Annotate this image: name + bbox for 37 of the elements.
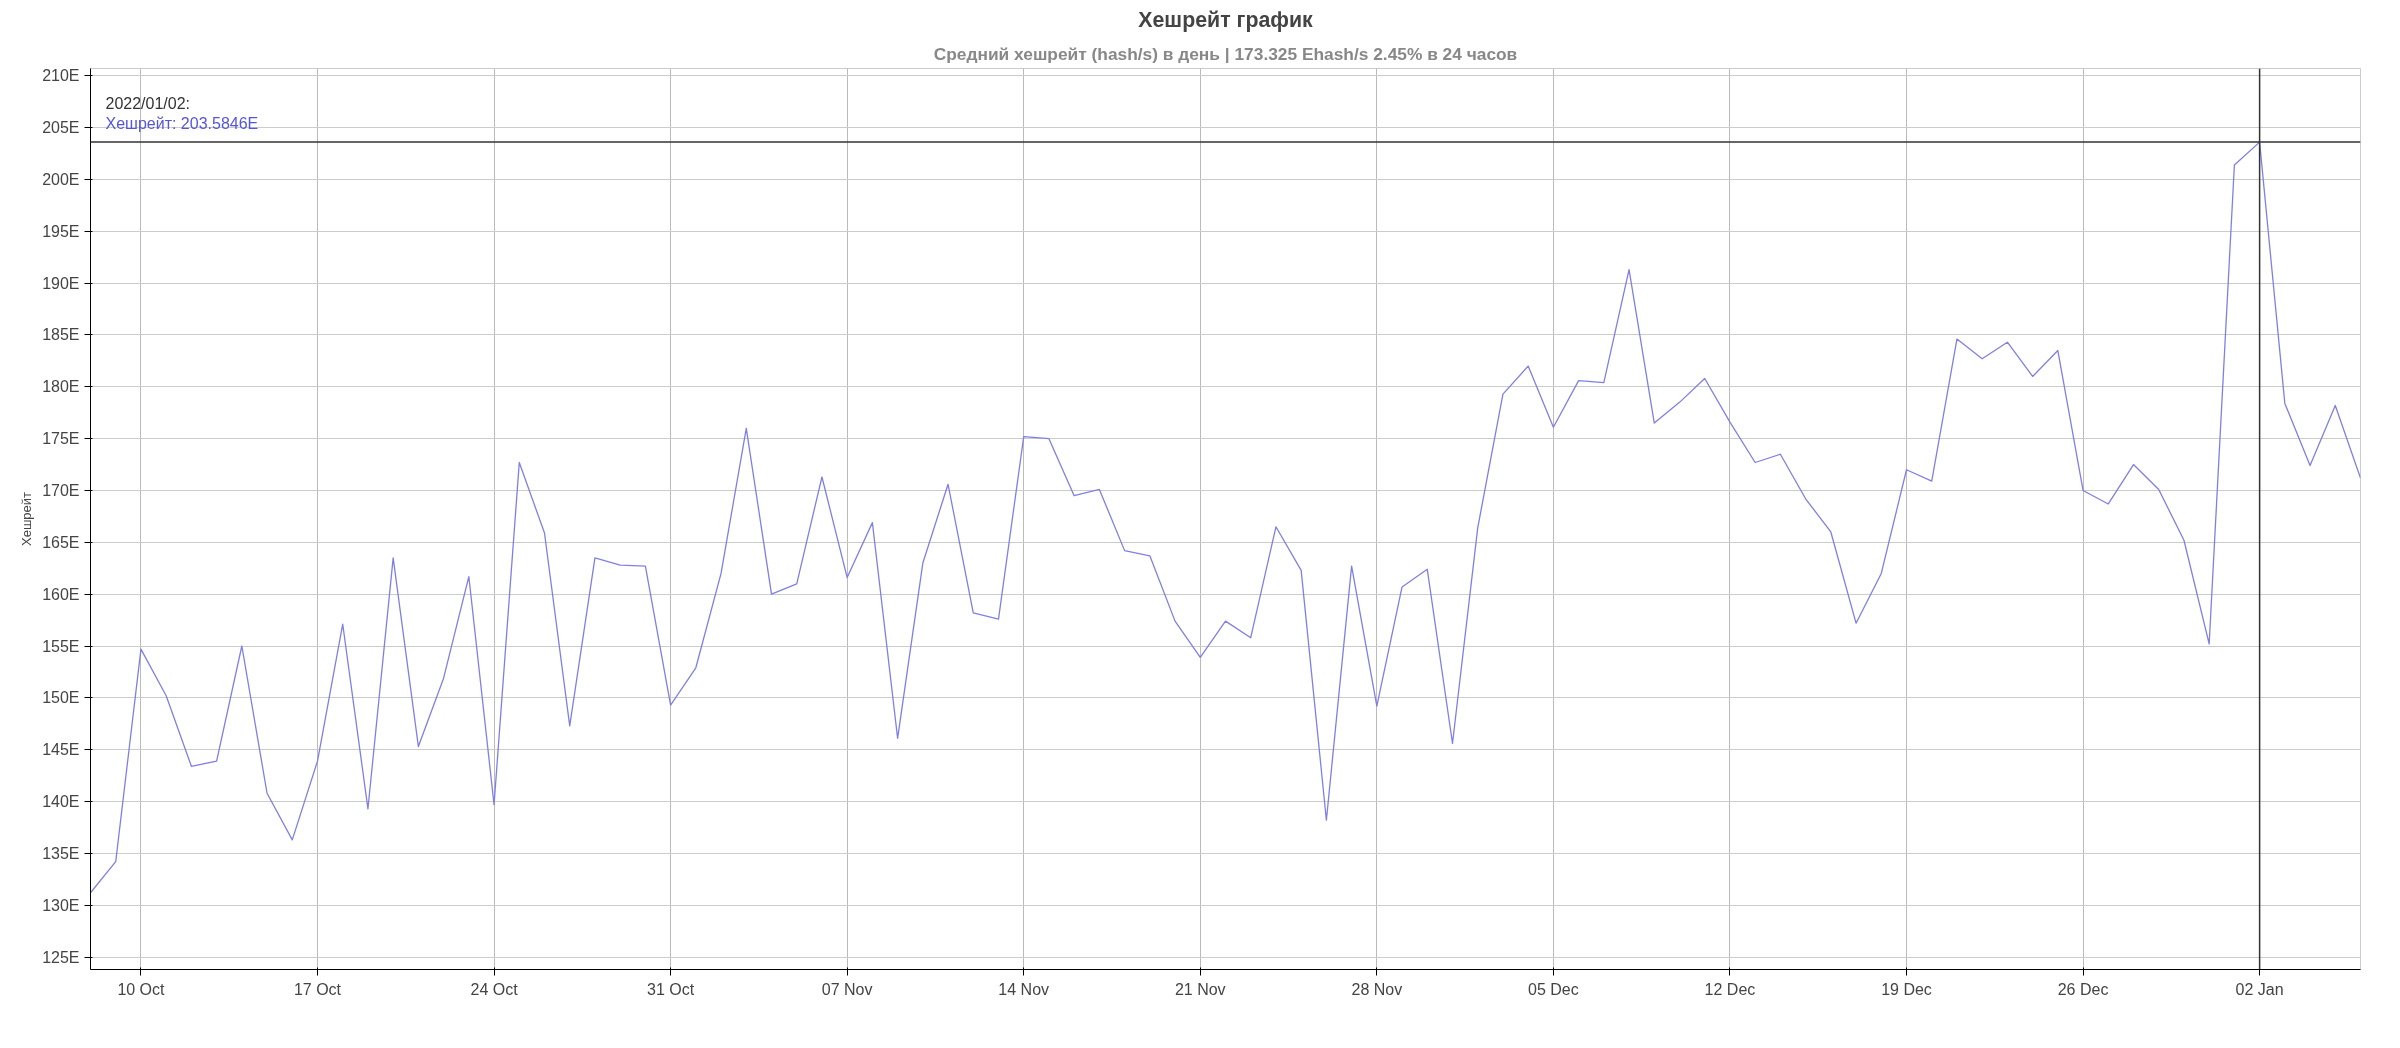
chart-title: Хешрейт график <box>1138 7 1314 32</box>
y-tick-label: 150E <box>42 689 80 707</box>
x-tick-label: 14 Nov <box>998 980 1050 998</box>
y-tick-label: 170E <box>42 481 80 499</box>
y-tick-label: 155E <box>42 637 80 655</box>
x-tick-label: 12 Dec <box>1704 980 1756 998</box>
x-tick-label: 19 Dec <box>1881 980 1932 998</box>
y-tick-label: 195E <box>42 222 80 240</box>
y-tick-label: 205E <box>42 119 80 137</box>
y-tick-label: 165E <box>42 533 80 551</box>
x-tick-label: 05 Dec <box>1528 980 1579 998</box>
annotation: 2022/01/02: <box>105 95 191 112</box>
y-tick-label: 190E <box>42 274 80 292</box>
y-axis-title: Хешрейт <box>19 491 35 546</box>
chart-subtitle: Средний хешрейт (hash/s) в день | 173.325 Ehash/s 2.45% в 24 часов <box>933 43 1518 64</box>
y-tick-label: 160E <box>42 585 80 603</box>
y-tick-label: 140E <box>42 793 80 811</box>
y-tick-label: 200E <box>42 170 80 188</box>
x-tick-label: 07 Nov <box>821 980 873 998</box>
y-tick-label: 210E <box>42 67 80 85</box>
line-series <box>90 141 2361 894</box>
x-tick-label: 26 Dec <box>2057 980 2109 998</box>
y-tick-label: 125E <box>42 948 80 966</box>
y-tick-label: 185E <box>42 326 80 344</box>
y-tick-label: 180E <box>42 378 80 396</box>
x-tick-label: 31 Oct <box>647 980 695 998</box>
x-tick-label: 24 Oct <box>470 980 519 998</box>
x-tick-label: 02 Jan <box>2235 980 2284 998</box>
x-tick-label: 10 Oct <box>117 980 166 998</box>
x-tick-label: 21 Nov <box>1174 980 1226 998</box>
y-tick-label: 145E <box>42 741 80 759</box>
x-tick-label: 28 Nov <box>1351 980 1403 998</box>
x-tick-label: 17 Oct <box>293 980 342 998</box>
y-tick-label: 135E <box>42 844 80 862</box>
annotation: Хешрейт: 203.5846E <box>105 115 259 132</box>
y-tick-label: 130E <box>42 896 80 914</box>
y-tick-label: 175E <box>42 430 80 448</box>
